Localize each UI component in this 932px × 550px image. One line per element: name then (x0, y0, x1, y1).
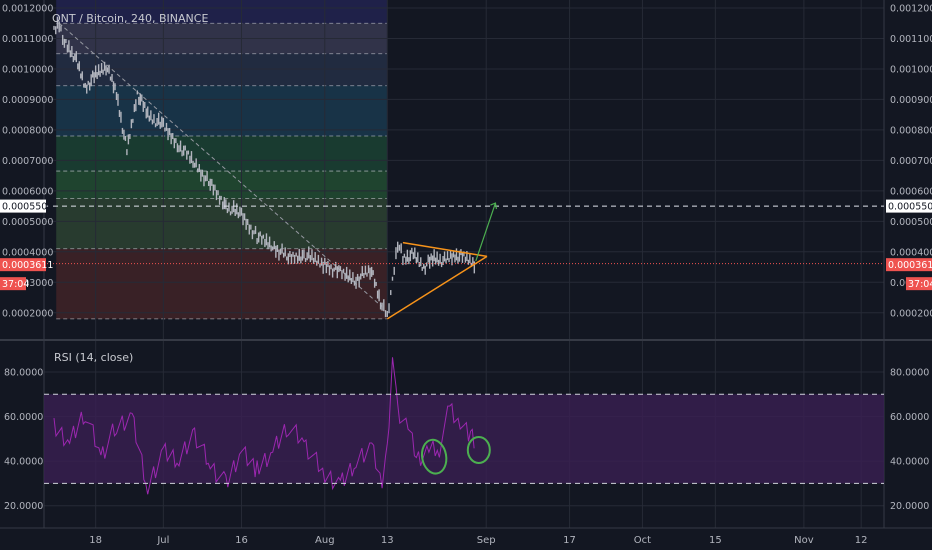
price-tick-label: 0.0009000 (890, 95, 932, 106)
price-tick-label-left: 0.0012000 (2, 4, 53, 15)
fib-zone (56, 171, 388, 199)
price-tick-label-left: 0.0004000 (2, 247, 53, 258)
rsi-tick-label: 80.0000 (890, 367, 929, 378)
rsi-highlight-circle (420, 438, 448, 475)
rsi-title: RSI (14, close) (54, 351, 134, 364)
target-price-tag-left-bg (0, 199, 46, 213)
target-price-tag-left: 0.0005500 (2, 202, 53, 213)
time-tick-label: 17 (563, 535, 576, 546)
price-tick-label: 0.0002000 (890, 308, 932, 319)
current-price-tag-bg (886, 258, 932, 272)
rsi-tick-label: 20.0000 (890, 501, 929, 512)
fib-zone (56, 85, 388, 136)
time-tick-label: 13 (381, 535, 394, 546)
price-tick-label: 0.0007000 (890, 156, 932, 167)
countdown-tag-bg (906, 277, 932, 291)
breakout-arrow-head (490, 202, 498, 210)
fib-zone (56, 198, 388, 249)
time-tick-label: Oct (634, 535, 651, 546)
time-tick-label: Nov (794, 535, 814, 546)
price-tick-label-left: 0.0005000 (2, 217, 53, 228)
price-tick-label-left: 0.0006000 (2, 186, 53, 197)
fib-zone (56, 248, 388, 319)
rsi-tick-label-left: 20.0000 (4, 501, 43, 512)
price-tick-label-left: 0.0011000 (2, 34, 53, 45)
rsi-highlight-circle (466, 435, 491, 464)
price-tick-label: 0.0005000 (890, 217, 932, 228)
current-price-tag: 0.0003611 (888, 260, 932, 271)
time-tick-label: 15 (709, 535, 722, 546)
fib-zone (56, 136, 388, 172)
price-tick-label: 0.0011000 (890, 34, 932, 45)
price-tick-label-left: 0.0007000 (2, 156, 53, 167)
rsi-tick-label-left: 60.0000 (4, 412, 43, 423)
price-tick-label: 0.0008000 (890, 125, 932, 136)
time-tick-label: Jul (156, 535, 169, 546)
price-tick-label: 0.0004000 (890, 247, 932, 258)
price-tick-label-left: 0.0009000 (2, 95, 53, 106)
price-tick-label-left: 0.0003000 (2, 278, 53, 289)
axes: 0.0012000 0.0012000 0.0011000 0.0011000 0.00… (0, 4, 932, 546)
price-tick-label: 0.0012000 (890, 4, 932, 15)
price-pane (44, 16, 884, 320)
rsi-tick-label-left: 40.0000 (4, 457, 43, 468)
time-tick-label: 12 (855, 535, 868, 546)
rsi-band (44, 394, 884, 484)
price-tick-label: 0.0006000 (890, 186, 932, 197)
time-tick-label: Aug (315, 535, 335, 546)
price-tick-label-left: 0.0010000 (2, 64, 53, 75)
price-tick-label-left: 0.0008000 (2, 125, 53, 136)
time-tick-label: 18 (89, 535, 102, 546)
chart-title: ONT / Bitcoin, 240, BINANCE (52, 12, 209, 25)
rsi-pane (44, 357, 884, 495)
descending-trendline (58, 22, 383, 308)
time-tick-label: 16 (235, 535, 248, 546)
rsi-tick-label: 60.0000 (890, 412, 929, 423)
countdown-tag-left: 37:04 (2, 279, 29, 290)
triangle-lower-line (386, 255, 488, 320)
target-price-tag-bg (886, 199, 932, 213)
target-price-tag: 0.0005500 (888, 202, 932, 213)
rsi-tick-label-left: 80.0000 (4, 367, 43, 378)
current-price-tag-left: 0.0003611 (2, 260, 53, 271)
breakout-arrow (475, 202, 497, 262)
countdown-tag-left-bg (0, 277, 26, 291)
fib-zone-top (56, 0, 388, 24)
countdown-tag: 37:04 (908, 279, 932, 290)
price-tick-label-left: 0.0002000 (2, 308, 53, 319)
current-price-tag-left-bg (0, 258, 46, 272)
time-tick-label: Sep (477, 535, 496, 546)
rsi-line (53, 357, 475, 495)
fib-retracement-zones (56, 0, 388, 320)
triangle-upper-line (402, 241, 488, 258)
price-tick-label: 0.0010000 (890, 64, 932, 75)
rsi-tick-label: 40.0000 (890, 457, 929, 468)
